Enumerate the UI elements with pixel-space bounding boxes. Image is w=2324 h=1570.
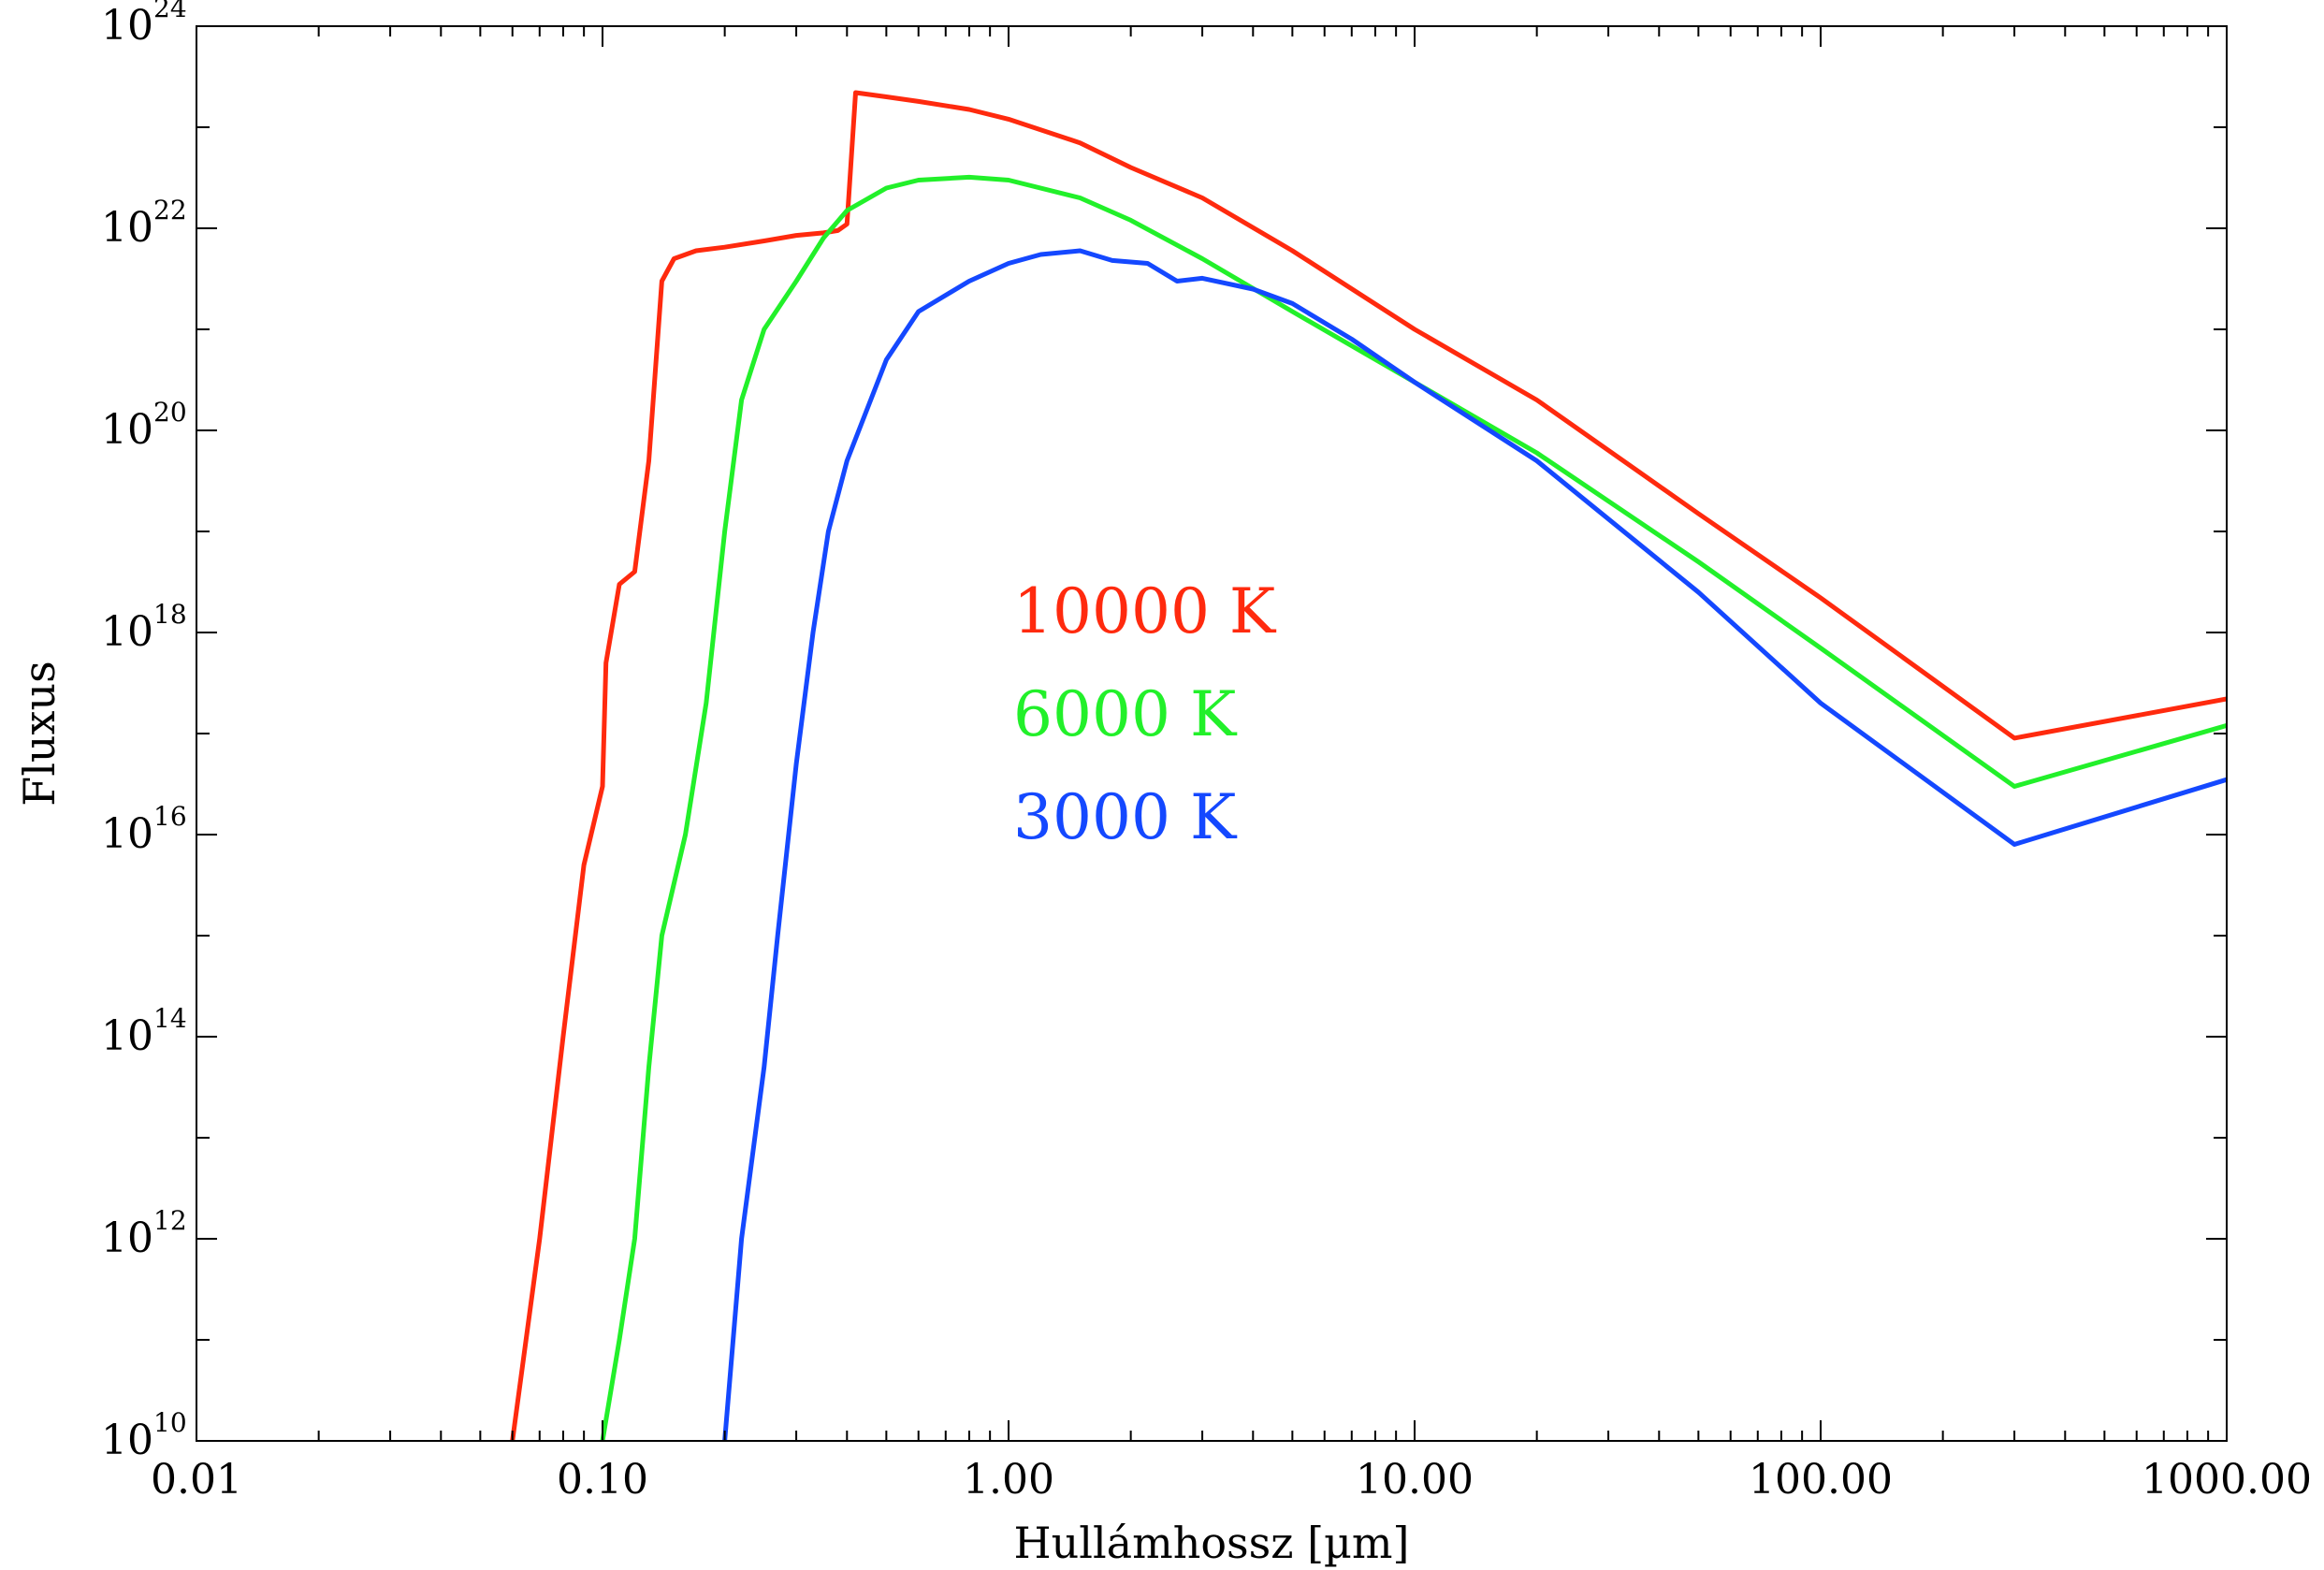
y-tick-exponent: 22	[153, 195, 187, 225]
y-tick-exponent: 18	[153, 599, 187, 630]
y-tick-exponent: 20	[153, 397, 187, 428]
y-tick-exponent: 24	[153, 0, 187, 23]
y-tick-label: 10	[101, 1214, 153, 1262]
x-tick-label: 0.10	[557, 1456, 648, 1504]
x-tick-label: 10.00	[1356, 1456, 1474, 1504]
ticks-layer	[196, 25, 2228, 1442]
y-tick-label: 10	[101, 1417, 153, 1464]
y-tick-label: 10	[101, 608, 153, 656]
y-tick-label: 10	[101, 1012, 153, 1060]
y-axis-title: Fluxus	[14, 661, 65, 806]
y-tick-label: 10	[101, 810, 153, 858]
legend: 10000 K 6000 K 3000 K	[1013, 575, 1277, 853]
y-tick-label: 10	[101, 204, 153, 252]
x-axis-title: Hullámhossz [µm]	[1013, 1518, 1409, 1568]
series-line-2	[722, 248, 2227, 1441]
y-tick-label: 10	[101, 2, 153, 50]
legend-item-10000k: 10000 K	[1013, 575, 1277, 647]
x-tick-label: 1000.00	[2142, 1456, 2312, 1504]
y-tick-exponent: 10	[153, 1407, 187, 1438]
x-tick-label: 100.00	[1749, 1456, 1893, 1504]
legend-item-6000k: 6000 K	[1013, 678, 1238, 750]
legend-item-3000k: 3000 K	[1013, 781, 1238, 853]
y-tick-label: 10	[101, 406, 153, 454]
y-tick-exponent: 12	[153, 1205, 187, 1236]
x-tick-label: 0.01	[151, 1456, 242, 1504]
y-tick-exponent: 16	[153, 801, 187, 832]
y-tick-exponent: 14	[153, 1003, 187, 1034]
series-line-1	[600, 174, 2227, 1441]
series-line-0	[510, 90, 2227, 1441]
x-tick-label: 1.00	[963, 1456, 1054, 1504]
curves-layer	[510, 90, 2227, 1441]
